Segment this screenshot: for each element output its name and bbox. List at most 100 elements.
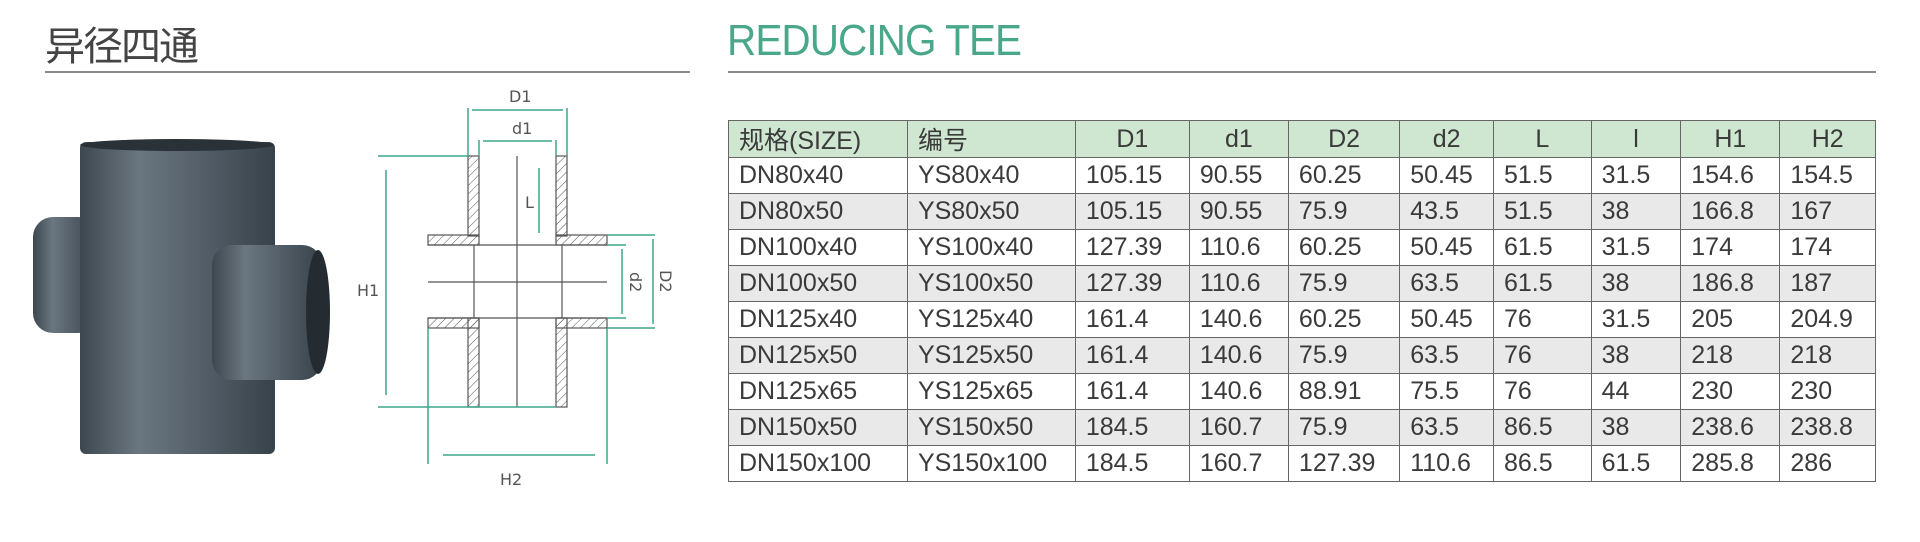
- table-cell: 63.5: [1399, 265, 1494, 302]
- table-cell: 230: [1779, 373, 1876, 410]
- table-cell: 75.9: [1287, 193, 1401, 230]
- table-cell: 286: [1779, 445, 1876, 482]
- column-header: L: [1492, 120, 1592, 158]
- table-cell: 230: [1680, 373, 1781, 410]
- table-cell: 154.5: [1779, 157, 1876, 194]
- table-cell: DN80x40: [728, 157, 908, 194]
- table-cell: YS100x40: [906, 229, 1076, 266]
- table-cell: YS150x100: [906, 445, 1076, 482]
- table-cell: 75.9: [1287, 265, 1401, 302]
- column-header: D1: [1074, 120, 1190, 158]
- label-D1: D1: [509, 87, 532, 106]
- table-cell: 184.5: [1074, 445, 1190, 482]
- table-cell: DN150x50: [728, 409, 908, 446]
- table-cell: 154.6: [1680, 157, 1781, 194]
- table-cell: 90.55: [1188, 193, 1289, 230]
- table-cell: DN100x50: [728, 265, 908, 302]
- label-D2: D2: [656, 270, 675, 293]
- table-cell: 127.39: [1074, 265, 1190, 302]
- table-cell: 88.91: [1287, 373, 1401, 410]
- column-header: H2: [1779, 120, 1876, 158]
- table-cell: YS125x65: [906, 373, 1076, 410]
- column-header: d2: [1399, 120, 1494, 158]
- table-row: DN80x40 YS80x40 105.15 90.55 60.25 50.45 51.5 3…: [728, 157, 1876, 194]
- table-cell: 63.5: [1399, 337, 1494, 374]
- table-cell: DN80x50: [728, 193, 908, 230]
- table-cell: 60.25: [1287, 229, 1401, 266]
- dimension-drawing: D1 d1 L H1 d2 D2 H2: [357, 87, 675, 489]
- table-row: DN100x40 YS100x40 127.39 110.6 60.25 50.45 61.…: [728, 229, 1876, 266]
- table-cell: 61.5: [1492, 229, 1592, 266]
- table-cell: 140.6: [1188, 301, 1289, 338]
- table-cell: 75.9: [1287, 337, 1401, 374]
- table-row: DN125x50 YS125x50 161.4 140.6 75.9 63.5 76 38 21…: [728, 337, 1876, 374]
- table-cell: 161.4: [1074, 301, 1190, 338]
- table-cell: 161.4: [1074, 373, 1190, 410]
- table-cell: 167: [1779, 193, 1876, 230]
- table-cell: 38: [1590, 265, 1682, 302]
- column-header: 规格(SIZE): [728, 120, 908, 158]
- table-cell: YS100x50: [906, 265, 1076, 302]
- table-cell: 38: [1590, 193, 1682, 230]
- table-cell: 76: [1492, 337, 1592, 374]
- table-cell: 127.39: [1287, 445, 1401, 482]
- table-cell: 204.9: [1779, 301, 1876, 338]
- table-cell: DN125x50: [728, 337, 908, 374]
- table-cell: 174: [1779, 229, 1876, 266]
- column-header: l: [1590, 120, 1682, 158]
- column-header: H1: [1680, 120, 1781, 158]
- table-cell: 160.7: [1188, 409, 1289, 446]
- table-cell: 140.6: [1188, 373, 1289, 410]
- label-L: L: [525, 193, 534, 212]
- table-cell: 238.6: [1680, 409, 1781, 446]
- table-cell: 187: [1779, 265, 1876, 302]
- table-cell: 50.45: [1399, 157, 1494, 194]
- table-cell: 50.45: [1399, 229, 1494, 266]
- table-cell: 86.5: [1492, 445, 1592, 482]
- table-cell: 61.5: [1492, 265, 1592, 302]
- label-d2: d2: [626, 272, 645, 292]
- table-cell: 75.9: [1287, 409, 1401, 446]
- table-cell: 76: [1492, 301, 1592, 338]
- table-cell: 161.4: [1074, 337, 1190, 374]
- table-cell: 218: [1779, 337, 1876, 374]
- table-cell: 90.55: [1188, 157, 1289, 194]
- table-row: DN80x50 YS80x50 105.15 90.55 75.9 43.5 51.5 38 1…: [728, 193, 1876, 230]
- table-cell: 63.5: [1399, 409, 1494, 446]
- table-cell: 38: [1590, 337, 1682, 374]
- table-cell: 44: [1590, 373, 1682, 410]
- table-cell: 76: [1492, 373, 1592, 410]
- table-row: DN100x50 YS100x50 127.39 110.6 75.9 63.5 61.5 3…: [728, 265, 1876, 302]
- column-header: 编号: [906, 120, 1076, 158]
- table-cell: 60.25: [1287, 301, 1401, 338]
- table-row: DN125x65 YS125x65 161.4 140.6 88.91 75.5 76 44 2…: [728, 373, 1876, 410]
- table-cell: YS125x40: [906, 301, 1076, 338]
- table-cell: 31.5: [1590, 157, 1682, 194]
- label-d1: d1: [512, 119, 532, 138]
- table-cell: DN125x65: [728, 373, 908, 410]
- table-cell: YS125x50: [906, 337, 1076, 374]
- product-photo: [33, 139, 330, 454]
- table-cell: 110.6: [1399, 445, 1494, 482]
- table-cell: 51.5: [1492, 193, 1592, 230]
- table-cell: 31.5: [1590, 229, 1682, 266]
- table-cell: 31.5: [1590, 301, 1682, 338]
- column-header: D2: [1287, 120, 1401, 158]
- table-cell: 184.5: [1074, 409, 1190, 446]
- table-cell: DN125x40: [728, 301, 908, 338]
- table-cell: 140.6: [1188, 337, 1289, 374]
- title-divider: [45, 71, 690, 73]
- table-cell: 38: [1590, 409, 1682, 446]
- label-H2: H2: [500, 470, 522, 489]
- table-cell: 105.15: [1074, 157, 1190, 194]
- table-cell: 166.8: [1680, 193, 1781, 230]
- table-cell: 75.5: [1399, 373, 1494, 410]
- table-cell: DN100x40: [728, 229, 908, 266]
- table-cell: DN150x100: [728, 445, 908, 482]
- table-cell: 186.8: [1680, 265, 1781, 302]
- title-divider: [728, 71, 1876, 73]
- table-cell: 86.5: [1492, 409, 1592, 446]
- table-cell: 205: [1680, 301, 1781, 338]
